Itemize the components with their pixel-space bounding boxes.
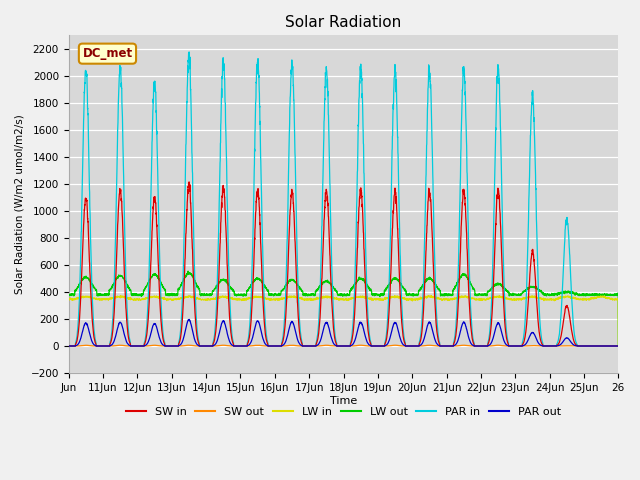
Legend: SW in, SW out, LW in, LW out, PAR in, PAR out: SW in, SW out, LW in, LW out, PAR in, PA… <box>121 403 566 421</box>
X-axis label: Time: Time <box>330 396 357 406</box>
Title: Solar Radiation: Solar Radiation <box>285 15 402 30</box>
Text: DC_met: DC_met <box>83 47 132 60</box>
Y-axis label: Solar Radiation (W/m2 umol/m2/s): Solar Radiation (W/m2 umol/m2/s) <box>15 114 25 294</box>
